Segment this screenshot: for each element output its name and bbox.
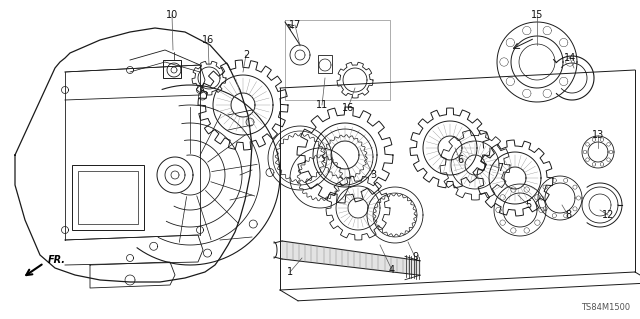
Bar [78, 171, 138, 224]
Text: 10: 10 [166, 10, 178, 20]
Text: 6: 6 [457, 155, 463, 165]
Polygon shape [282, 241, 420, 275]
Text: 7: 7 [497, 163, 503, 173]
Text: 13: 13 [592, 130, 604, 140]
Text: 3: 3 [370, 170, 376, 180]
Text: 12: 12 [602, 210, 614, 220]
Text: TS84M1500: TS84M1500 [581, 303, 630, 312]
Text: 11: 11 [316, 100, 328, 110]
Text: 2: 2 [243, 50, 249, 60]
Bar [163, 60, 181, 78]
Text: 15: 15 [531, 10, 543, 20]
Text: 16: 16 [202, 35, 214, 45]
Text: 8: 8 [565, 210, 571, 220]
Bar [72, 165, 144, 230]
Text: 1: 1 [287, 267, 293, 277]
Text: 4: 4 [389, 265, 395, 275]
Bar [318, 55, 332, 73]
Text: 17: 17 [289, 20, 301, 30]
Text: 14: 14 [564, 53, 576, 63]
Text: 5: 5 [525, 200, 531, 210]
Text: FR.: FR. [48, 255, 66, 265]
Text: 16: 16 [342, 103, 354, 113]
Text: 9: 9 [412, 252, 418, 262]
